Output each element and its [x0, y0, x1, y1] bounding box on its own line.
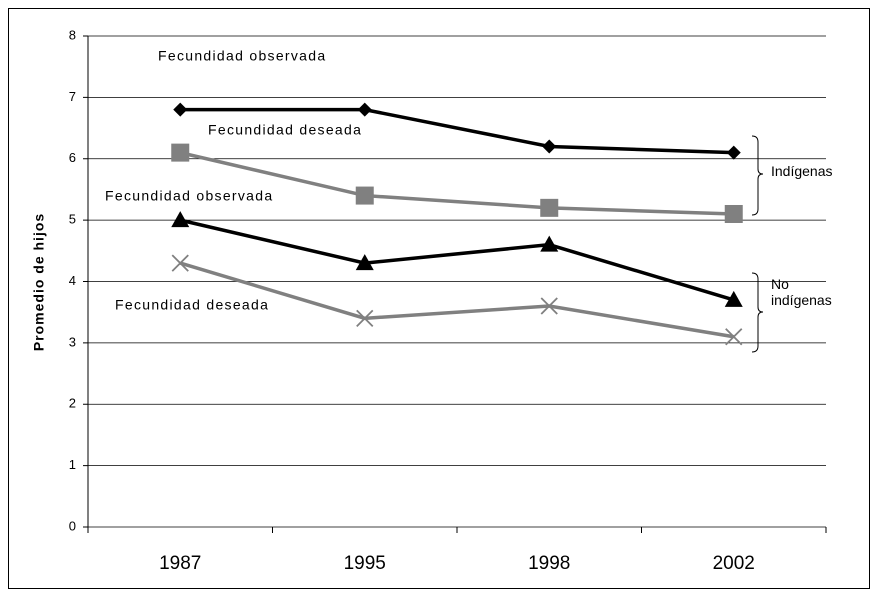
marker — [357, 102, 372, 117]
marker — [356, 309, 374, 327]
y-tick-label: 3 — [69, 334, 76, 349]
y-tick-label: 0 — [69, 518, 76, 533]
marker — [171, 211, 190, 228]
series-line — [179, 150, 734, 216]
y-axis-label: Promedio de hijos — [31, 213, 47, 351]
series-label: Fecundidad deseada — [115, 297, 269, 313]
marker — [540, 297, 558, 315]
series-label: Fecundidad observada — [105, 188, 273, 204]
marker — [173, 102, 188, 117]
bracket — [751, 135, 764, 216]
series-line — [179, 218, 735, 302]
series-line — [179, 261, 735, 339]
x-tick-label: 1998 — [528, 553, 570, 574]
x-tick-label: 1987 — [159, 553, 201, 574]
marker — [171, 254, 189, 272]
y-tick-label: 1 — [69, 457, 76, 472]
y-tick-label: 4 — [69, 273, 76, 288]
x-tick-label: 2002 — [713, 553, 755, 574]
marker — [724, 204, 743, 223]
marker — [540, 235, 559, 252]
marker — [542, 139, 557, 154]
marker — [726, 145, 741, 160]
x-tick-label: 1995 — [344, 553, 386, 574]
series-label: Fecundidad deseada — [208, 122, 362, 138]
marker — [355, 186, 374, 205]
marker — [724, 290, 743, 307]
y-tick-label: 8 — [69, 27, 76, 42]
marker — [355, 254, 374, 271]
series-label: Fecundidad observada — [158, 48, 326, 64]
group-label: Indígenas — [771, 163, 833, 179]
series-line — [180, 107, 734, 155]
marker — [725, 328, 743, 346]
marker — [171, 143, 190, 162]
y-tick-label: 2 — [69, 396, 76, 411]
y-tick-label: 6 — [69, 150, 76, 165]
marker — [540, 198, 559, 217]
bracket — [751, 272, 764, 353]
y-tick-label: 7 — [69, 89, 76, 104]
group-label: No indígenas — [771, 276, 832, 308]
frame — [8, 8, 870, 589]
y-tick-label: 5 — [69, 212, 76, 227]
